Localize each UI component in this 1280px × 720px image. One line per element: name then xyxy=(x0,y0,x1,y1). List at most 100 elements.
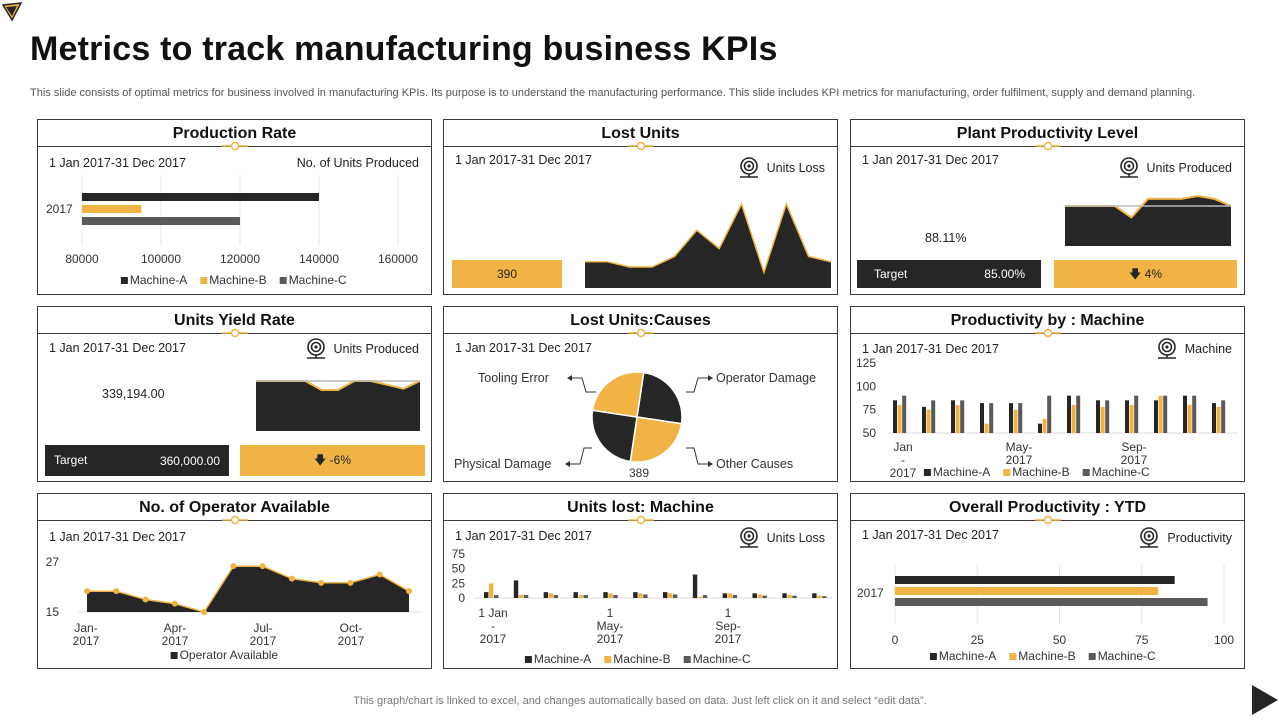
legend-label: Machine-A xyxy=(933,465,990,479)
data-point xyxy=(318,579,325,586)
bar xyxy=(989,403,994,433)
panel-units-lost-machine: Units lost: Machine 1 Jan 2017-31 Dec 20… xyxy=(443,493,838,669)
bar xyxy=(518,595,524,598)
slice-label: Operator Damage xyxy=(716,371,816,385)
bar xyxy=(951,400,955,433)
divider-ornament-icon xyxy=(1035,515,1061,525)
lost-units-value: 390 xyxy=(452,260,562,288)
bar xyxy=(613,595,618,598)
bar xyxy=(494,595,499,598)
divider-ornament-icon xyxy=(222,141,248,151)
callout-arrow xyxy=(567,375,572,381)
productivity-machine-chart: 5075100125Jan-2017May-2017Sep-2017Machin… xyxy=(856,356,1237,480)
arrow-down-icon: 🡇 xyxy=(1128,267,1142,281)
target-icon xyxy=(739,157,758,178)
delta-box: 🡇 -6% xyxy=(240,445,425,476)
bar xyxy=(1038,423,1042,433)
bar xyxy=(543,592,549,598)
x-tick-label: Jan xyxy=(893,440,912,454)
data-point xyxy=(142,596,149,603)
bar xyxy=(955,405,960,433)
kpi-value: 339,194.00 xyxy=(102,387,165,401)
callout-line xyxy=(570,447,592,465)
bar xyxy=(82,205,142,213)
date-range: 1 Jan 2017-31 Dec 2017 xyxy=(455,153,592,167)
date-range: 1 Jan 2017-31 Dec 2017 xyxy=(862,528,999,542)
bar xyxy=(1071,405,1076,433)
legend-label: Machine-B xyxy=(613,652,670,666)
x-tick-label: May- xyxy=(597,619,624,633)
bar xyxy=(752,593,757,598)
panel-units-yield: Units Yield Rate 1 Jan 2017-31 Dec 2017 … xyxy=(37,306,432,482)
units-yield-chart xyxy=(256,380,421,431)
bar xyxy=(757,594,762,598)
bar xyxy=(1067,395,1071,433)
y-tick-label: 75 xyxy=(452,547,466,561)
bar xyxy=(1096,400,1100,433)
y-tick-label: 25 xyxy=(452,576,466,590)
page-subtitle: This slide consists of optimal metrics f… xyxy=(30,87,1196,99)
x-tick-label: Apr- xyxy=(164,621,187,635)
target-label: Target xyxy=(54,453,88,467)
x-tick-label: Oct- xyxy=(340,621,363,635)
bar xyxy=(1013,409,1018,433)
bar xyxy=(513,580,519,598)
legend-label: Machine-B xyxy=(1018,649,1075,663)
legend-label: Machine-A xyxy=(534,652,591,666)
x-tick-label: - xyxy=(491,619,495,633)
legend-label: Machine-C xyxy=(1098,649,1156,663)
bar xyxy=(792,595,797,598)
area-fill xyxy=(87,566,409,612)
x-tick-label: 2017 xyxy=(715,632,742,646)
data-point xyxy=(376,571,383,578)
target-icon xyxy=(739,527,758,548)
x-tick-label: 100 xyxy=(1214,633,1234,647)
x-tick-label: 2017 xyxy=(480,632,507,646)
play-arrow-icon xyxy=(1252,685,1278,715)
x-tick-label: Jan- xyxy=(74,621,97,635)
x-tick-label: Sep- xyxy=(715,619,740,633)
bar xyxy=(583,595,588,598)
lost-units-causes-chart: Operator Damage Other Causes Physical Dama… xyxy=(454,371,816,480)
divider-ornament-icon xyxy=(628,515,654,525)
y-tick-label: 75 xyxy=(863,403,877,417)
bar xyxy=(1221,400,1226,433)
bar xyxy=(638,593,643,598)
y-tick-label: 15 xyxy=(46,605,60,619)
x-tick-label: 25 xyxy=(971,633,985,647)
x-tick-label: 100000 xyxy=(141,252,181,266)
x-tick-label: 0 xyxy=(892,633,899,647)
x-tick-label: 2017 xyxy=(162,634,189,648)
bar xyxy=(893,400,897,433)
x-tick-label: 1 xyxy=(607,606,614,620)
date-range: 1 Jan 2017-31 Dec 2017 xyxy=(455,341,592,355)
bar xyxy=(1105,400,1110,433)
divider-ornament-icon xyxy=(222,515,248,525)
divider-ornament-icon xyxy=(628,141,654,151)
bar xyxy=(1216,406,1221,433)
bar xyxy=(817,595,822,598)
metric-label: Machine xyxy=(1155,337,1232,361)
bar xyxy=(1187,405,1192,433)
y-tick-label: 2017 xyxy=(857,586,884,600)
x-tick-label: 2017 xyxy=(1121,453,1148,467)
bar xyxy=(1018,403,1023,433)
target-value: 85.00% xyxy=(984,267,1025,281)
bar xyxy=(812,593,817,598)
callout-line xyxy=(686,447,708,465)
x-tick-label: 50 xyxy=(1053,633,1067,647)
legend-swatch xyxy=(1003,469,1011,476)
slice-label: Other Causes xyxy=(716,457,793,471)
legend-swatch xyxy=(279,277,287,284)
panel-production-rate: Production Rate 1 Jan 2017-31 Dec 2017 N… xyxy=(37,119,432,295)
target-box: Target 85.00% xyxy=(857,260,1041,288)
lost-units-chart xyxy=(585,201,832,288)
area-fill xyxy=(1065,196,1231,246)
pie-slice xyxy=(636,371,683,425)
bar xyxy=(663,592,668,598)
y-tick-label: 50 xyxy=(863,426,877,440)
date-range: 1 Jan 2017-31 Dec 2017 xyxy=(862,153,999,167)
plant-productivity-chart xyxy=(1065,194,1232,246)
bar xyxy=(1192,395,1197,433)
